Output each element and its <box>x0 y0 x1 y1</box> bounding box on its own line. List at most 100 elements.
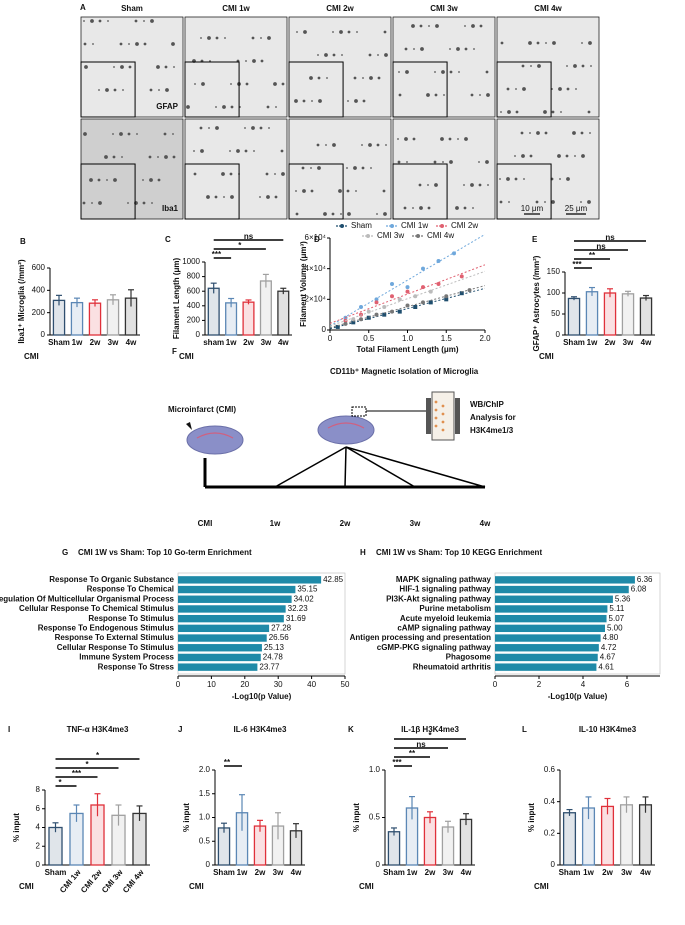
cell-speck <box>464 47 468 51</box>
value-label: 6.36 <box>637 575 653 584</box>
significance-label: * <box>96 751 100 760</box>
bar <box>387 831 401 866</box>
cell-speck <box>98 19 102 23</box>
x-tick-label: 3w <box>621 868 632 877</box>
cell-speck <box>245 82 249 86</box>
cell-speck <box>377 76 381 80</box>
cell-speck <box>326 77 328 79</box>
plot-frame <box>494 572 661 675</box>
cell-speck <box>543 110 547 114</box>
cell-speck <box>369 76 373 80</box>
cell-speck <box>275 106 277 108</box>
y-tick-label: 0.2 <box>544 828 556 837</box>
cell-speck <box>332 31 334 33</box>
scatter-point <box>382 305 387 309</box>
cell-speck <box>397 138 399 140</box>
cell-speck <box>215 36 219 40</box>
cell-speck <box>514 155 516 157</box>
y-axis-label: % input <box>352 803 361 832</box>
cell-speck <box>587 200 591 204</box>
scale-bar-label: 25 μm <box>565 204 588 213</box>
scatter-point <box>351 320 356 325</box>
cell-speck <box>528 41 532 45</box>
scatter-point <box>405 289 410 294</box>
significance-label: * <box>58 778 62 787</box>
cell-speck <box>113 88 117 92</box>
category-label: Response To External Stimulus <box>55 633 175 642</box>
cell-speck <box>252 59 256 63</box>
inset-frame <box>80 163 136 220</box>
x-tick-label: 3w <box>443 868 454 877</box>
y-tick-label: 0 <box>322 325 327 334</box>
inset-frame <box>184 163 240 220</box>
cell-speck <box>165 88 169 92</box>
cell-speck <box>580 131 584 135</box>
y-tick-label: 0.6 <box>544 765 556 774</box>
x-tick-label: Sham <box>45 868 67 877</box>
x-tick-label: 0 <box>176 680 181 689</box>
y-tick-label: 200 <box>32 308 46 317</box>
x-axis-label: Total Filament Length (μm) <box>356 345 458 354</box>
cell-speck <box>251 126 255 130</box>
cell-speck <box>324 53 328 57</box>
scatter-point <box>421 285 425 290</box>
cell-speck <box>472 207 474 209</box>
significance-label: * <box>428 731 432 740</box>
cell-speck <box>384 53 388 57</box>
cell-speck <box>208 127 210 129</box>
cell-speck <box>260 37 262 39</box>
cell-speck <box>487 184 489 186</box>
magnet <box>455 398 460 434</box>
bar <box>621 293 635 336</box>
x-tick-label: sham <box>203 338 224 347</box>
y-axis-label: % input <box>182 803 191 832</box>
cell-speck <box>529 132 531 134</box>
x-tick-label: Sham <box>559 868 581 877</box>
y-tick-label: 0.4 <box>544 797 556 806</box>
cell-speck <box>353 166 357 170</box>
y-axis-label: % input <box>527 803 536 832</box>
bar <box>495 653 598 662</box>
cell-speck <box>173 66 175 68</box>
bar <box>603 292 617 336</box>
bar <box>253 825 267 866</box>
bar <box>48 826 63 866</box>
cell-speck <box>470 183 474 187</box>
cell-speck <box>455 206 459 210</box>
cell-speck <box>148 155 152 159</box>
cell-speck <box>89 178 93 182</box>
cell-speck <box>427 206 431 210</box>
significance-label: ** <box>224 758 231 767</box>
timeline-label: 1w <box>270 519 281 528</box>
cell-speck <box>449 70 453 74</box>
cell-speck <box>325 144 327 146</box>
bead <box>441 428 445 432</box>
cell-speck <box>560 111 562 113</box>
plot-frame <box>177 572 346 675</box>
diagram-label: Microinfarct (CMI) <box>168 405 236 414</box>
y-tick-label: 400 <box>32 285 46 294</box>
bar <box>217 827 231 866</box>
y-tick-label: 8 <box>36 785 41 794</box>
cell-speck <box>105 88 109 92</box>
cell-speck <box>331 212 335 216</box>
panel-letter: A <box>80 3 86 12</box>
cell-speck <box>143 20 145 22</box>
value-label: 5.00 <box>607 623 623 632</box>
category-label: Response To Organic Substance <box>49 575 174 584</box>
cell-speck <box>200 149 204 153</box>
cell-speck <box>259 126 263 130</box>
y-tick-label: 6 <box>36 804 41 813</box>
x-tick-label: 1w <box>587 338 598 347</box>
cell-speck <box>310 189 314 193</box>
x-tick-label: Sham <box>383 868 405 877</box>
x-tick-label: 4w <box>291 868 302 877</box>
cell-speck <box>515 110 519 114</box>
cell-speck <box>280 149 284 153</box>
y-tick-label: 0.5 <box>369 813 381 822</box>
bar <box>495 576 635 584</box>
cell-speck <box>486 93 490 97</box>
cell-speck <box>566 87 570 91</box>
scatter-point <box>413 294 418 299</box>
cell-speck <box>536 41 540 45</box>
